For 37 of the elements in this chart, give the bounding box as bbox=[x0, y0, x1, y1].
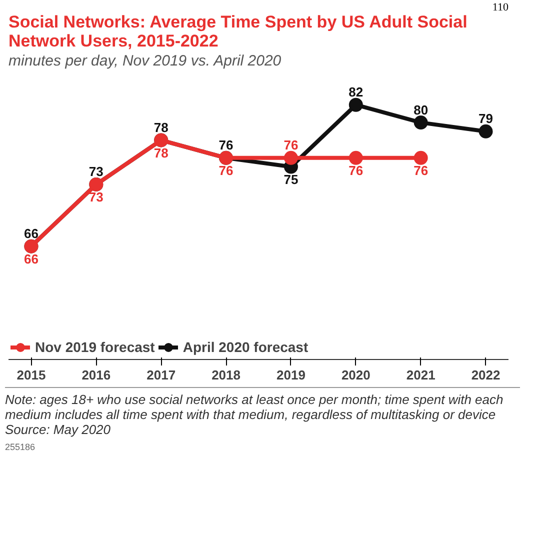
point bbox=[478, 124, 493, 138]
data-label: 76 bbox=[348, 163, 364, 178]
legend-label: April 2020 forecast bbox=[182, 339, 308, 355]
data-label: 76 bbox=[218, 138, 234, 153]
data-label: 76 bbox=[414, 163, 428, 178]
data-label: 76 bbox=[284, 138, 298, 153]
source-note: Source: May 2020 bbox=[5, 422, 112, 437]
point bbox=[284, 150, 298, 165]
data-label: 79 bbox=[478, 111, 494, 126]
x-tick-label: 2016 bbox=[82, 368, 111, 382]
x-tick-label: 2022 bbox=[471, 368, 500, 382]
data-label: 78 bbox=[154, 120, 168, 135]
chart-title: Social Networks: Average Time Spent by US Adult Social Network Users, 2015-2022 bbox=[8, 12, 468, 50]
text: 110 bbox=[492, 2, 509, 14]
x-tick-label: 2015 bbox=[16, 368, 46, 382]
data-label: 82 bbox=[348, 84, 364, 100]
legend-label: Nov 2019 forecast bbox=[35, 339, 155, 355]
data-label: 66 bbox=[24, 252, 38, 267]
data-label: 75 bbox=[284, 172, 298, 187]
point bbox=[348, 98, 363, 112]
data-label: 66 bbox=[24, 226, 38, 242]
x-tick-label: 2018 bbox=[212, 368, 240, 382]
text: 255186 bbox=[5, 441, 36, 454]
x-tick-label: 2020 bbox=[341, 368, 370, 382]
point bbox=[414, 150, 428, 165]
data-label: 73 bbox=[88, 190, 104, 205]
x-tick-label: 2017 bbox=[146, 368, 176, 382]
point bbox=[348, 150, 363, 165]
data-label: 76 bbox=[218, 163, 234, 178]
text: Note: ages 18+ who use social networks at least once per month; time spent with each medium includes all time spent with that medium, regardless of multitasking or device bbox=[5, 392, 504, 422]
x-tick-label: 2019 bbox=[276, 368, 306, 382]
data-label: 73 bbox=[88, 164, 104, 180]
data-label: 80 bbox=[414, 102, 428, 118]
x-tick-label: 2021 bbox=[406, 368, 436, 382]
point bbox=[414, 116, 428, 130]
chart-subtitle: minutes per day, Nov 2019 vs. April 2020 bbox=[8, 52, 282, 70]
data-label: 78 bbox=[154, 145, 168, 160]
